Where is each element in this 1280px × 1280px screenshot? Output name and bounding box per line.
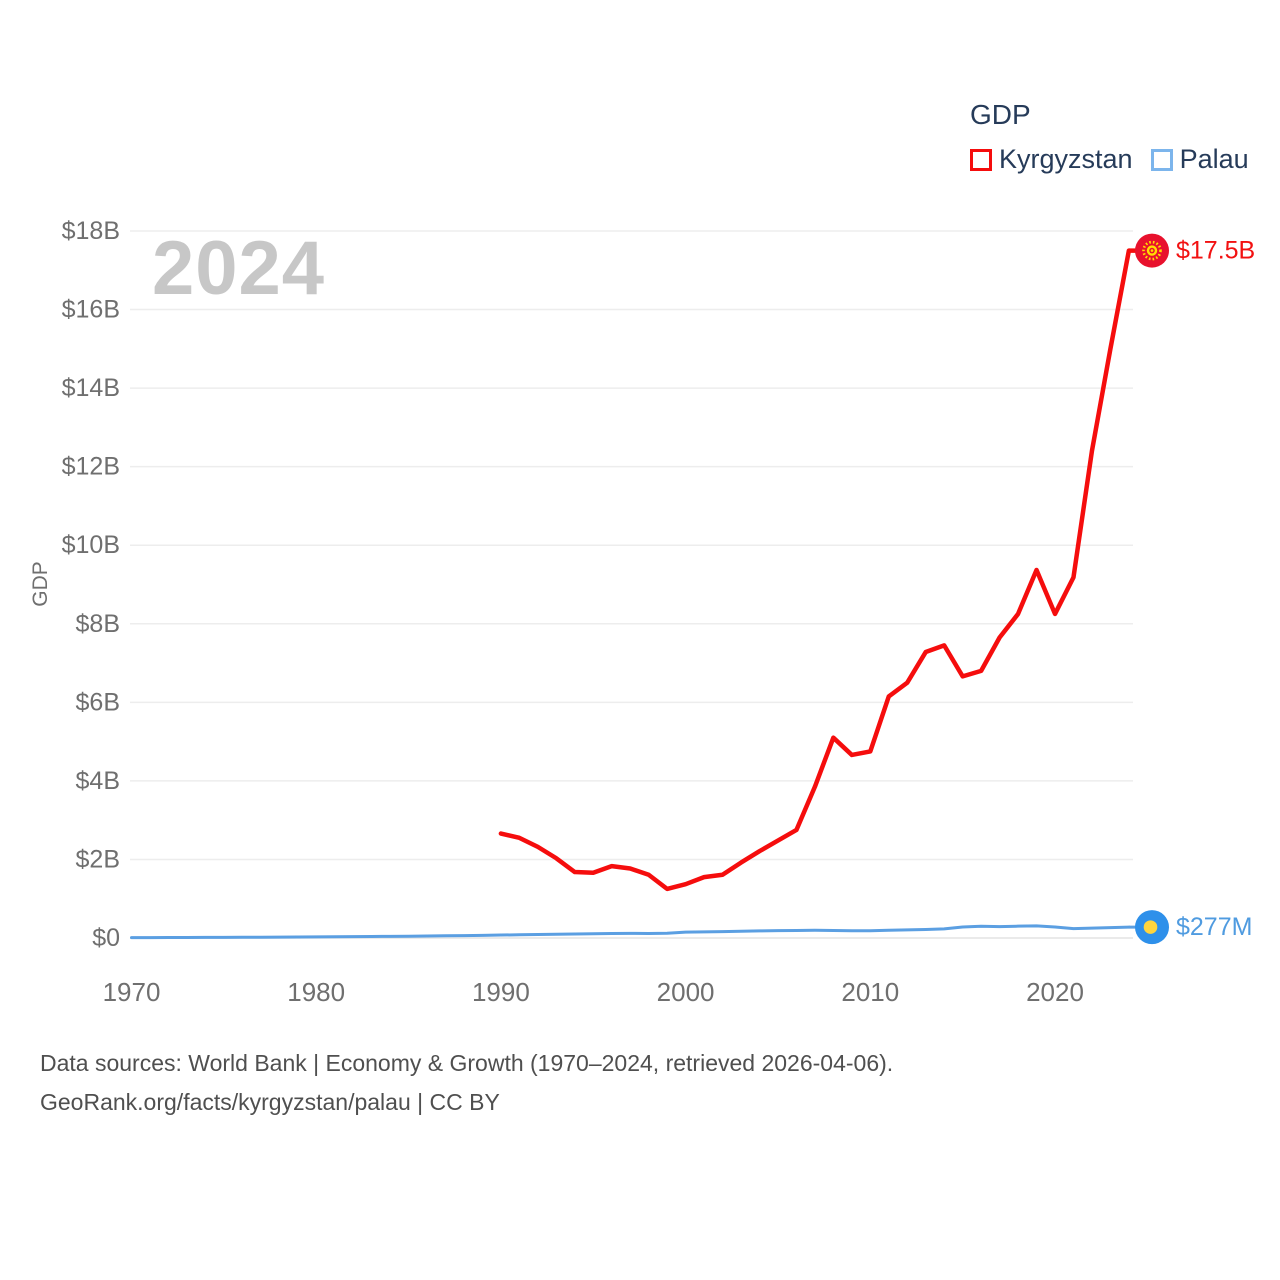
legend-items: Kyrgyzstan Palau	[970, 144, 1249, 175]
y-tick-label: $2B	[76, 845, 120, 873]
y-tick-label: $10B	[62, 531, 120, 559]
palau-swatch-icon	[1150, 148, 1173, 171]
chart-legend: GDP Kyrgyzstan Palau	[970, 99, 1249, 175]
x-tick-label: 2010	[841, 977, 899, 1007]
chart-watermark-year: 2024	[152, 226, 326, 311]
y-tick-labels-group: $0 $2B $4B $6B $8B $10B $12B $14B $16B $18B	[62, 217, 120, 952]
palau-moon-disc	[1143, 920, 1158, 934]
series-line-palau[interactable]	[130, 924, 1131, 940]
y-tick-label: $14B	[62, 374, 120, 402]
end-label-palau: $277M	[1176, 913, 1252, 941]
end-label-kyrgyzstan: $17.5B	[1176, 237, 1255, 265]
gridlines-group	[130, 230, 1133, 939]
y-tick-label: $8B	[76, 610, 120, 638]
legend-label-palau: Palau	[1179, 144, 1249, 174]
footer-attribution: GeoRank.org/facts/kyrgyzstan/palau | CC …	[40, 1089, 500, 1115]
y-tick-label: $0	[92, 924, 120, 952]
kyrgyzstan-sun-rays	[1142, 240, 1162, 261]
series-lines-group	[130, 248, 1152, 940]
kyrgyzstan-flag-marker[interactable]	[1135, 233, 1169, 268]
y-tick-label: $18B	[62, 217, 120, 245]
x-tick-label: 1970	[103, 977, 161, 1007]
x-tick-label: 2000	[657, 977, 715, 1007]
x-tick-labels-group: 1970 1980 1990 2000 2010 2020	[103, 977, 1084, 1007]
kyrgyzstan-sun-dot	[1150, 249, 1154, 252]
x-tick-label: 1990	[472, 977, 530, 1007]
y-tick-label: $12B	[62, 453, 120, 481]
y-tick-label: $6B	[76, 688, 120, 716]
legend-label-kyrgyzstan: Kyrgyzstan	[999, 144, 1133, 174]
legend-title: GDP	[970, 99, 1031, 130]
y-tick-label: $16B	[62, 296, 120, 324]
legend-item-palau[interactable]: Palau	[1150, 144, 1249, 175]
palau-flag-marker[interactable]	[1135, 910, 1169, 945]
footer-data-sources: Data sources: World Bank | Economy & Gro…	[40, 1050, 894, 1076]
footer: Data sources: World Bank | Economy & Gro…	[40, 1044, 893, 1122]
y-tick-label: $4B	[76, 767, 120, 795]
x-tick-label: 2020	[1026, 977, 1084, 1007]
y-axis-title: GDP	[29, 561, 52, 607]
kyrgyzstan-swatch-icon	[970, 148, 992, 171]
end-labels-group: $17.5B $277M	[1176, 237, 1255, 942]
x-tick-label: 1980	[287, 977, 345, 1007]
legend-item-kyrgyzstan[interactable]: Kyrgyzstan	[970, 144, 1133, 175]
series-line-kyrgyzstan[interactable]	[498, 248, 1132, 892]
